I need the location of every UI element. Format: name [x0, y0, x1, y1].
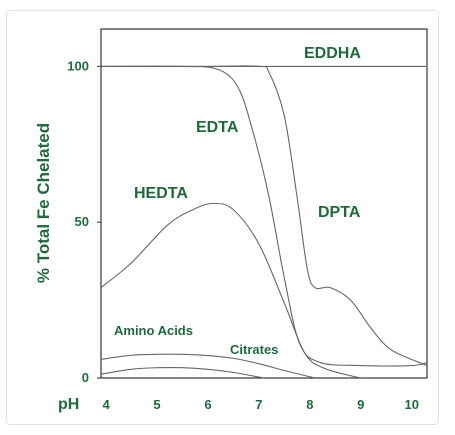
y-tick-label: 100 [67, 58, 89, 73]
series-label-edta: EDTA [196, 119, 239, 136]
y-axis-title: % Total Fe Chelated [34, 123, 53, 283]
y-tick-label: 0 [82, 370, 89, 385]
series-label-eddha: EDDHA [304, 45, 361, 62]
x-tick-label: 4 [102, 397, 110, 412]
series-line-citrates [100, 366, 265, 379]
series-line-hedta [100, 202, 361, 379]
chart-frame [6, 10, 439, 425]
x-tick-label: 6 [204, 397, 211, 412]
series-label-amino-acids: Amino Acids [114, 323, 193, 338]
series-line-dpta [101, 65, 428, 367]
x-tick-label: 5 [153, 397, 160, 412]
series-label-hedta: HEDTA [134, 185, 188, 202]
series-label-citrates: Citrates [230, 342, 278, 357]
x-axis-title: pH [58, 396, 79, 413]
x-tick-label: 7 [255, 397, 262, 412]
x-tick-label: 10 [404, 397, 418, 412]
labels: % Total Fe Chelated pH EDDHA EDTA HEDTA … [34, 45, 361, 413]
series-line-amino-acids [100, 353, 316, 379]
x-tick-label: 8 [306, 397, 313, 412]
series-label-dpta: DPTA [318, 204, 361, 221]
series-line-edta [100, 65, 428, 367]
x-tick-label: 9 [357, 397, 364, 412]
y-tick-label: 50 [75, 214, 89, 229]
series-lines [100, 65, 428, 379]
